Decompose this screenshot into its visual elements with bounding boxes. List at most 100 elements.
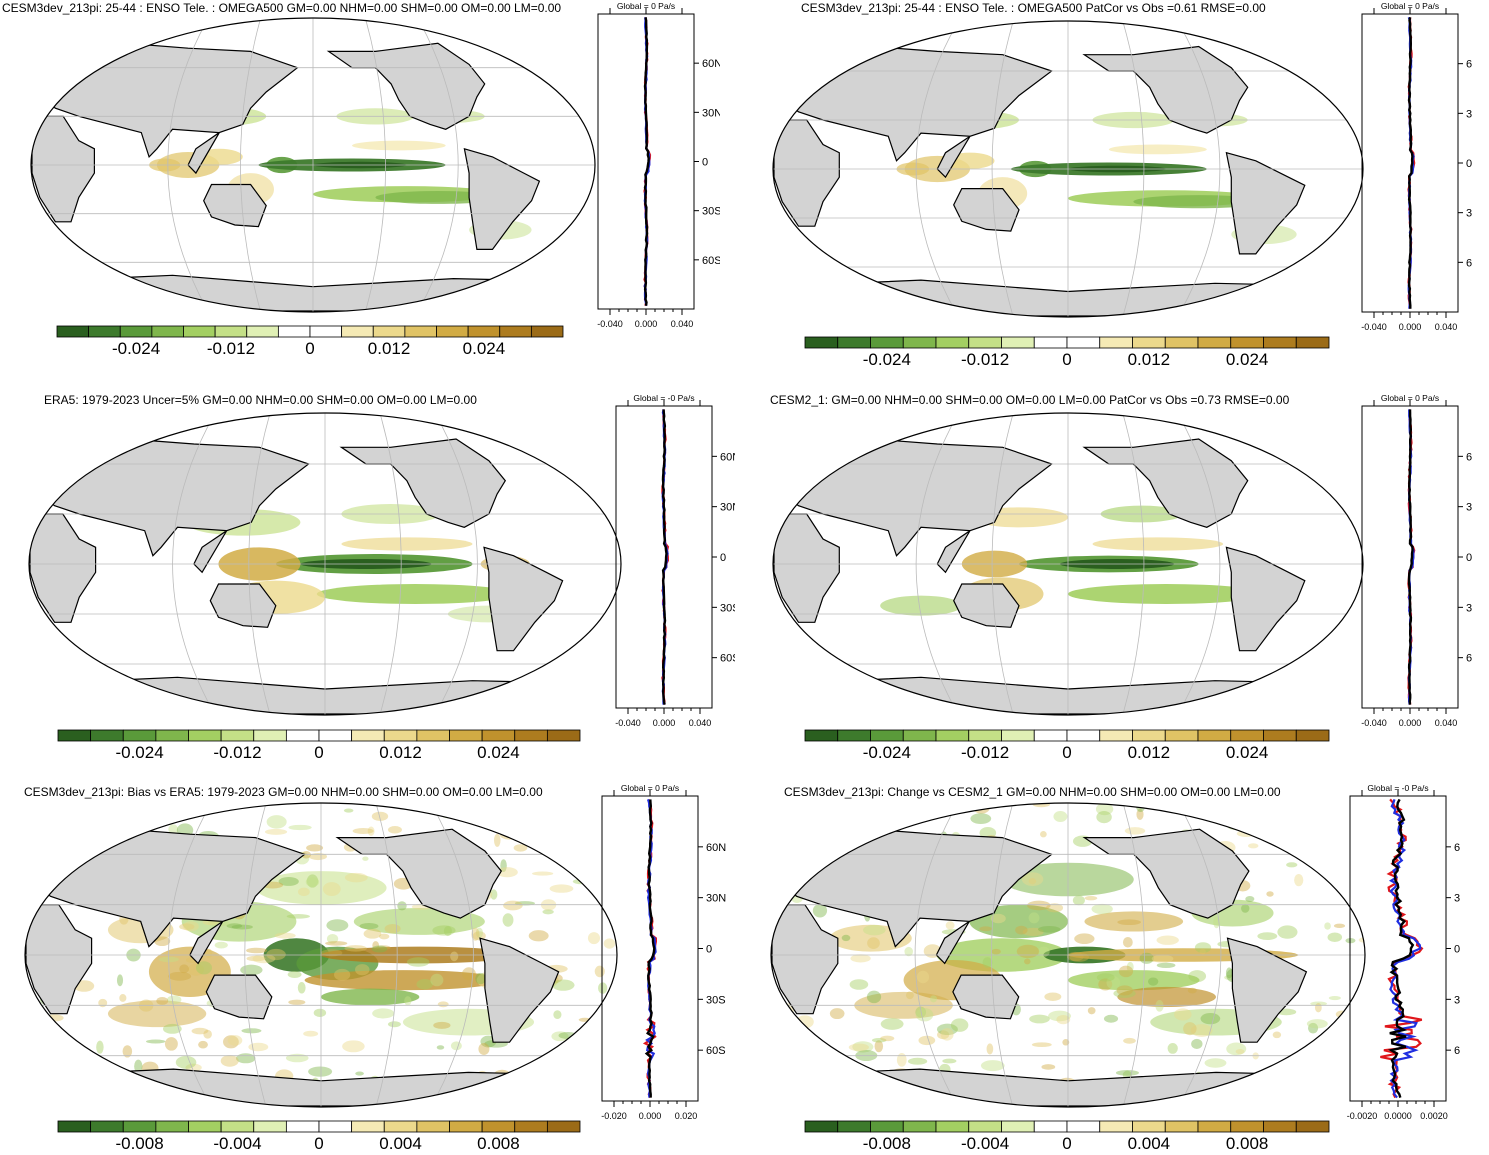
land-mass xyxy=(773,119,840,227)
field-speckle xyxy=(25,809,36,818)
field-speckle xyxy=(1326,1056,1336,1062)
colorbar-swatch xyxy=(151,325,184,338)
field-speckle xyxy=(406,957,430,967)
field-speckle xyxy=(513,844,528,852)
colorbar-swatch xyxy=(902,336,937,349)
land-mass xyxy=(1082,438,1249,528)
gridline xyxy=(378,413,402,715)
field-speckle xyxy=(106,821,122,832)
field-speckle xyxy=(940,1028,954,1041)
field-speckle xyxy=(264,828,288,835)
field-speckle xyxy=(191,1027,209,1035)
colorbar-swatch xyxy=(1295,729,1330,742)
colorbar-swatch xyxy=(935,336,970,349)
field-speckle xyxy=(494,1090,516,1098)
panel-title: CESM2_1: GM=0.00 NHM=0.00 SHM=0.00 OM=0.… xyxy=(770,393,1290,407)
profile-title: Global = 0 Pa/s xyxy=(1381,1,1439,11)
field-speckle xyxy=(142,807,159,815)
field-speckle xyxy=(603,938,616,949)
land-mass xyxy=(1226,937,1308,1043)
field-speckle xyxy=(25,1006,29,1019)
field-speckle xyxy=(342,1040,365,1053)
world-map xyxy=(772,412,1364,716)
field-speckle xyxy=(1167,1042,1178,1054)
colorbar-swatch xyxy=(188,729,222,742)
field-speckle xyxy=(397,901,407,911)
field-speckle xyxy=(285,1053,309,1063)
field-speckle xyxy=(1333,868,1345,879)
profile-x-label: 0.040 xyxy=(1435,718,1458,728)
field-speckle xyxy=(1310,1001,1327,1006)
field-speckle xyxy=(45,876,57,888)
colorbar-swatch xyxy=(277,325,311,338)
field-speckle xyxy=(1074,933,1095,944)
field-speckle xyxy=(432,925,456,936)
field-speckle xyxy=(25,1011,46,1019)
field-speckle xyxy=(859,804,882,810)
colorbar-swatch xyxy=(1197,1120,1232,1133)
land-mass xyxy=(29,438,310,574)
land-mass xyxy=(533,426,589,462)
colorbar-swatch xyxy=(870,336,904,349)
field-speckle xyxy=(532,871,554,876)
colorbar-label: -0.024 xyxy=(115,743,163,762)
field-speckle xyxy=(549,884,574,893)
field-speckle xyxy=(849,979,869,990)
field-speckle xyxy=(297,982,306,994)
profile-title: Global = 0 Pa/s xyxy=(1381,393,1439,403)
field-speckle xyxy=(437,1001,449,1008)
land-mass xyxy=(335,828,503,919)
field-speckle xyxy=(1056,1014,1071,1025)
field-speckle xyxy=(153,936,171,947)
colorbar-swatch xyxy=(1001,1120,1035,1133)
field-speckle xyxy=(430,973,444,987)
field-speckle xyxy=(551,1031,569,1042)
field-speckle xyxy=(916,970,930,984)
colorbar-swatch xyxy=(372,325,406,338)
profile-line xyxy=(1387,798,1415,1098)
field-speckle xyxy=(1016,944,1040,959)
colorbar-swatch xyxy=(90,729,124,742)
map-border xyxy=(30,17,596,313)
field-speckle xyxy=(30,1011,39,1023)
zonal-mean-profile: Global = 0 Pa/s -0.040 0.000 0.040 6 3 0 3 6 xyxy=(1361,393,1472,728)
field-speckle xyxy=(1187,987,1197,994)
field-blob xyxy=(352,140,446,151)
field-speckle xyxy=(503,900,523,911)
map-border xyxy=(770,802,1366,1108)
field-speckle xyxy=(387,826,402,834)
field-speckle xyxy=(306,844,324,852)
field-speckle xyxy=(38,1102,52,1107)
field-speckle xyxy=(326,933,339,944)
profile-y-label: 6 xyxy=(1466,257,1472,269)
colorbar: -0.024 -0.012 0 0.012 0.024 xyxy=(804,729,1330,762)
field-speckle xyxy=(1245,895,1255,903)
field-blob xyxy=(1068,970,1200,991)
profile-y-label: 6 xyxy=(1466,653,1472,665)
profile-y-label: 0 xyxy=(720,552,726,564)
field-speckle xyxy=(528,930,549,942)
colorbar-swatch xyxy=(1295,336,1330,349)
field-speckle xyxy=(1314,1002,1322,1013)
colorbar-swatch xyxy=(220,729,255,742)
field-speckle xyxy=(288,999,306,1005)
profile-line xyxy=(1388,799,1422,1099)
gridline xyxy=(915,413,961,715)
field-speckle xyxy=(367,826,375,836)
colorbar-label: -0.012 xyxy=(207,339,255,358)
field-speckle xyxy=(850,954,871,963)
field-speckle xyxy=(1314,851,1335,856)
field-speckle xyxy=(1225,967,1233,979)
colorbar-label: -0.024 xyxy=(863,743,911,762)
field-speckle xyxy=(1155,1000,1164,1012)
field-speckle xyxy=(500,859,507,872)
land-mass xyxy=(326,42,486,130)
field-speckle xyxy=(973,803,990,814)
profile-x-label: 0.000 xyxy=(1399,718,1422,728)
field-speckle xyxy=(252,954,276,964)
colorbar-label: -0.008 xyxy=(863,1134,911,1153)
field-speckle xyxy=(96,1040,104,1054)
colorbar-swatch xyxy=(514,1120,548,1133)
gridline xyxy=(168,803,214,1107)
world-map xyxy=(770,802,1366,1108)
